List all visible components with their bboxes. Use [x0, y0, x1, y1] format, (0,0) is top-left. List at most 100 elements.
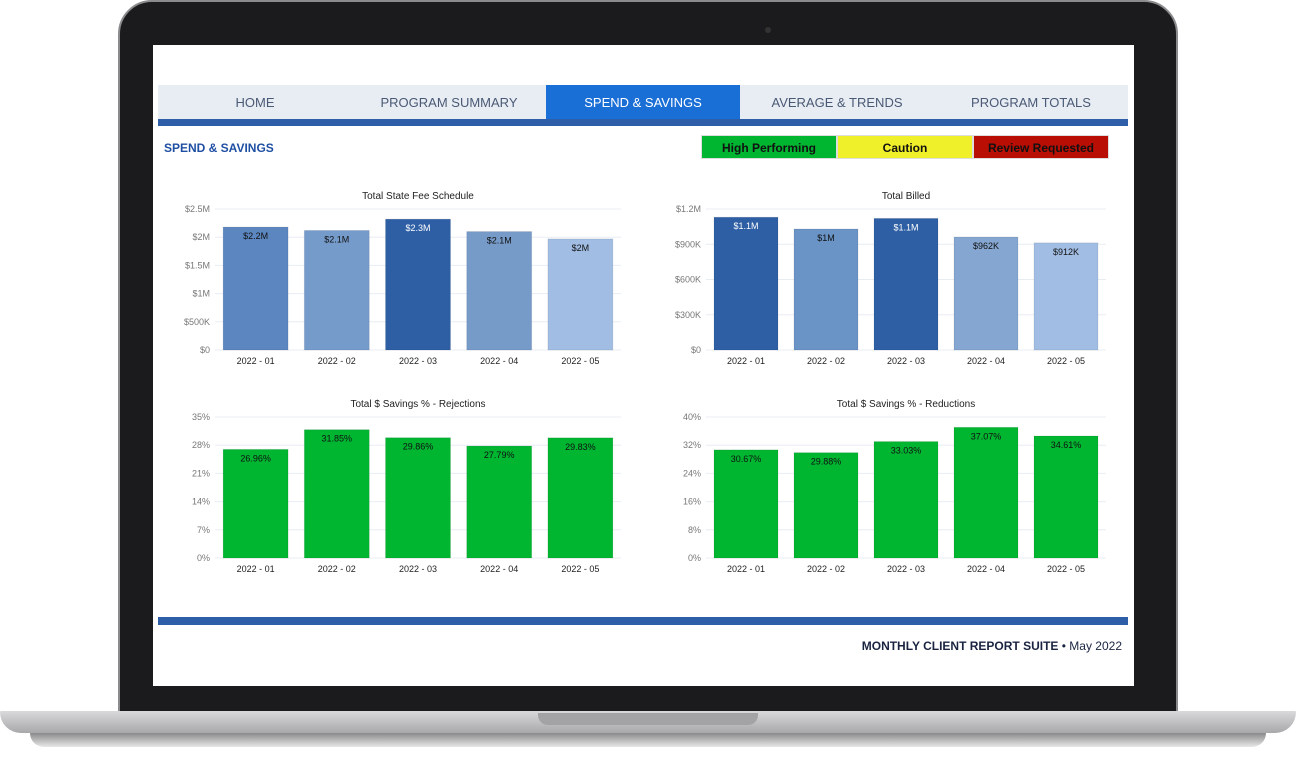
y-tick-label: 8% [688, 525, 701, 535]
page-title: SPEND & SAVINGS [164, 141, 274, 155]
y-tick-label: $1M [192, 289, 210, 299]
x-tick-label: 2022 - 04 [967, 564, 1005, 574]
bar [466, 445, 533, 559]
bar [873, 217, 939, 351]
y-tick-label: $1.5M [185, 260, 210, 270]
status-legend: High Performing Caution Review Requested [701, 135, 1109, 159]
y-tick-label: 7% [197, 525, 210, 535]
data-label: $1.1M [893, 222, 918, 232]
laptop-notch [538, 713, 758, 725]
data-label: 30.67% [731, 454, 762, 464]
x-tick-label: 2022 - 02 [318, 356, 356, 366]
chart-title: Total Billed [882, 191, 930, 202]
x-tick-label: 2022 - 05 [561, 356, 599, 366]
bar [793, 228, 859, 351]
x-tick-label: 2022 - 03 [887, 564, 925, 574]
chart-savings-rejections: Total $ Savings % - Rejections 0% 7% 14% 21%… [192, 399, 621, 574]
data-label: 26.96% [240, 453, 271, 463]
x-tick-label: 2022 - 02 [318, 564, 356, 574]
bar [303, 429, 370, 559]
y-tick-label: $900K [675, 239, 701, 249]
y-tick-label: 0% [197, 553, 210, 563]
bar [793, 452, 859, 559]
data-label: $962K [973, 241, 999, 251]
data-label: $2.3M [405, 223, 430, 233]
data-label: 37.07% [971, 431, 1002, 441]
x-tick-label: 2022 - 03 [399, 356, 437, 366]
x-tick-label: 2022 - 05 [1047, 564, 1085, 574]
bar [873, 441, 939, 559]
bar [222, 448, 289, 559]
x-tick-label: 2022 - 04 [480, 356, 518, 366]
data-label: $1.1M [733, 221, 758, 231]
data-label: $912K [1053, 247, 1079, 257]
data-label: 33.03% [891, 446, 922, 456]
x-tick-label: 2022 - 01 [237, 564, 275, 574]
y-tick-label: 28% [192, 440, 210, 450]
header-divider [158, 119, 1128, 126]
bar [385, 437, 451, 559]
x-tick-label: 2022 - 04 [480, 564, 518, 574]
y-tick-label: $500K [184, 317, 210, 327]
bar [713, 449, 779, 559]
chart-title: Total $ Savings % - Reductions [837, 399, 975, 410]
y-tick-label: 14% [192, 497, 210, 507]
x-tick-label: 2022 - 02 [807, 564, 845, 574]
bar [547, 437, 614, 559]
bar [713, 216, 779, 351]
data-label: 31.85% [322, 434, 353, 444]
legend-high-performing: High Performing [701, 135, 837, 159]
bar [1033, 435, 1099, 559]
y-tick-label: 0% [688, 553, 701, 563]
x-tick-label: 2022 - 05 [561, 564, 599, 574]
footer-divider [158, 617, 1128, 625]
screen: HOME PROGRAM SUMMARY SPEND & SAVINGS AVE… [153, 45, 1134, 686]
tab-home[interactable]: HOME [235, 95, 275, 110]
y-tick-label: $2.5M [185, 204, 210, 214]
footer-date: May 2022 [1069, 639, 1122, 653]
chart-total-state-fee-schedule: Total State Fee Schedule $0 $500K $1M $1.5M $… [184, 191, 621, 366]
data-label: $2M [572, 243, 590, 253]
tab-average-trends[interactable]: AVERAGE & TRENDS [771, 95, 903, 110]
data-label: $2.2M [243, 231, 268, 241]
data-label: 34.61% [1051, 440, 1082, 450]
camera [765, 27, 771, 33]
bar [547, 238, 614, 351]
y-tick-label: 16% [683, 497, 701, 507]
tab-spend-savings[interactable]: SPEND & SAVINGS [546, 85, 740, 119]
y-tick-label: $2M [192, 232, 210, 242]
nav-tabs: HOME PROGRAM SUMMARY SPEND & SAVINGS AVE… [158, 85, 1128, 119]
chart-title: Total State Fee Schedule [362, 191, 474, 202]
legend-review-requested: Review Requested [973, 135, 1109, 159]
y-tick-label: 24% [683, 468, 701, 478]
footer: MONTHLY CLIENT REPORT SUITE • May 2022 [862, 639, 1122, 653]
y-tick-label: $600K [675, 275, 701, 285]
chart-savings-reductions: Total $ Savings % - Reductions 0% 8% 16% 24%… [683, 399, 1106, 574]
y-tick-label: $1.2M [676, 204, 701, 214]
footer-separator: • [1058, 639, 1070, 653]
data-label: 27.79% [484, 450, 515, 460]
y-tick-label: 35% [192, 412, 210, 422]
laptop-base-edge [30, 733, 1266, 747]
chart-title: Total $ Savings % - Rejections [350, 399, 485, 410]
y-tick-label: 40% [683, 412, 701, 422]
x-tick-label: 2022 - 05 [1047, 356, 1085, 366]
x-tick-label: 2022 - 02 [807, 356, 845, 366]
x-tick-label: 2022 - 03 [399, 564, 437, 574]
data-label: $2.1M [324, 234, 349, 244]
x-tick-label: 2022 - 03 [887, 356, 925, 366]
bar [303, 229, 370, 351]
tab-program-summary[interactable]: PROGRAM SUMMARY [380, 95, 518, 110]
data-label: $1M [817, 233, 835, 243]
bar [953, 236, 1019, 351]
y-tick-label: $0 [691, 345, 701, 355]
tab-program-totals[interactable]: PROGRAM TOTALS [971, 95, 1091, 110]
data-label: $2.1M [487, 236, 512, 246]
bar [466, 231, 533, 351]
y-tick-label: 32% [683, 440, 701, 450]
bar [1033, 242, 1099, 351]
data-label: 29.88% [811, 457, 842, 467]
bar [222, 226, 289, 351]
data-label: 29.83% [565, 442, 596, 452]
x-tick-label: 2022 - 04 [967, 356, 1005, 366]
